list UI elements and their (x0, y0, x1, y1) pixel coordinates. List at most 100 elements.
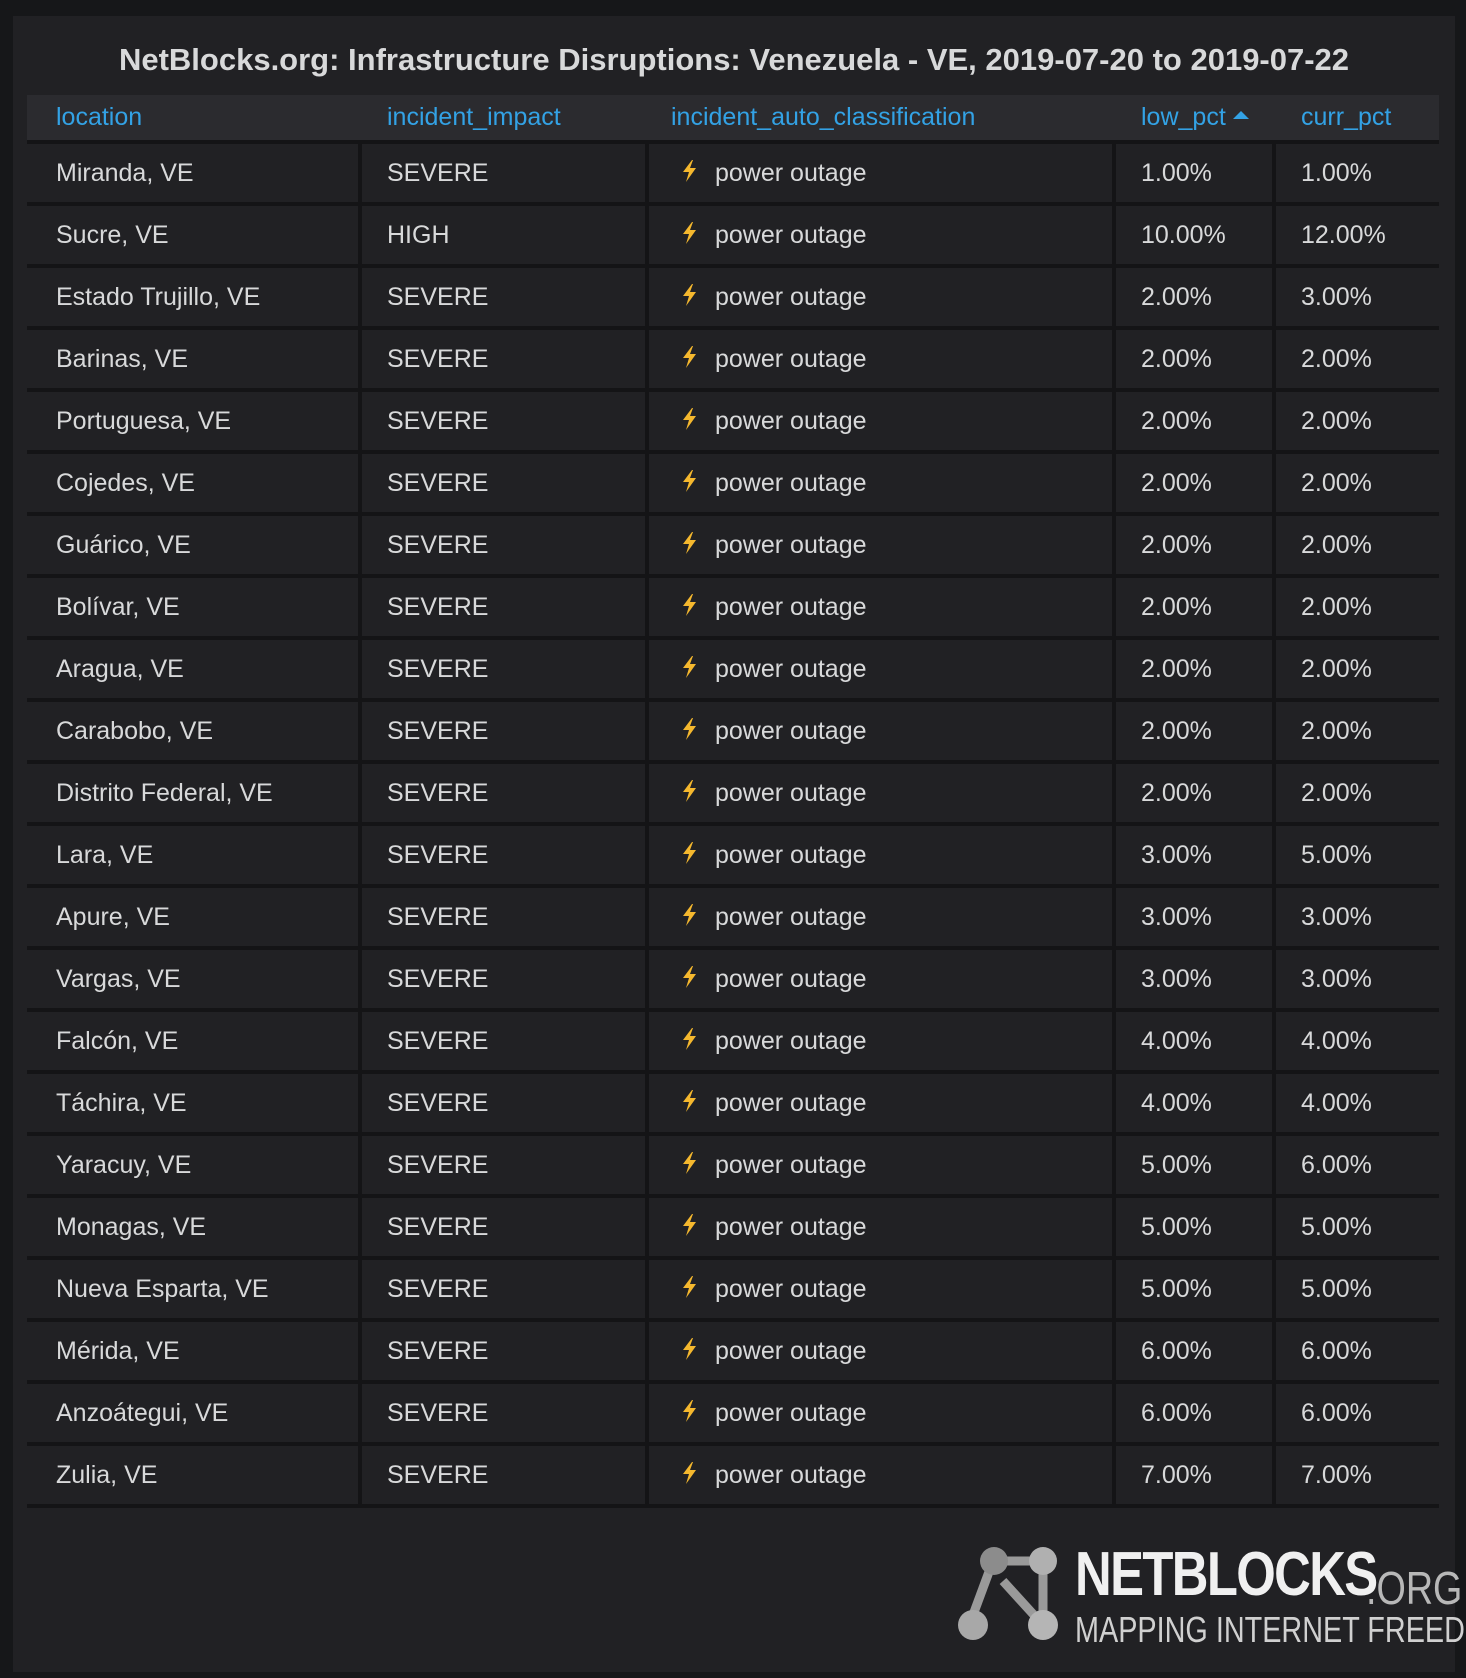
curr-pct-cell: 6.00% (1272, 1384, 1439, 1446)
table-row[interactable]: Guárico, VE SEVERE power outage 2.00% 2.00% (27, 516, 1439, 578)
table-row[interactable]: Falcón, VE SEVERE power outage 4.00% 4.00% (27, 1012, 1439, 1074)
classification-cell: power outage (645, 1136, 1112, 1198)
column-header-location[interactable]: location (27, 95, 358, 144)
low-pct-cell-text: 6.00% (1141, 1336, 1212, 1365)
table-row[interactable]: Bolívar, VE SEVERE power outage 2.00% 2.00% (27, 578, 1439, 640)
table-row[interactable]: Lara, VE SEVERE power outage 3.00% 5.00% (27, 826, 1439, 888)
classification-cell-text: power outage (715, 778, 867, 807)
table-row[interactable]: Cojedes, VE SEVERE power outage 2.00% 2.00% (27, 454, 1439, 516)
table-row[interactable]: Zulia, VE SEVERE power outage 7.00% 7.00% (27, 1446, 1439, 1508)
curr-pct-cell-text: 2.00% (1301, 778, 1372, 807)
classification-cell-text: power outage (715, 654, 867, 683)
location-cell: Apure, VE (27, 888, 358, 950)
classification-cell-text: power outage (715, 220, 867, 249)
low-pct-cell-text: 2.00% (1141, 716, 1212, 745)
impact-cell-text: SEVERE (387, 406, 489, 435)
low-pct-cell-text: 3.00% (1141, 902, 1212, 931)
table-row[interactable]: Aragua, VE SEVERE power outage 2.00% 2.00% (27, 640, 1439, 702)
column-header-label: incident_impact (387, 103, 561, 131)
low-pct-cell: 6.00% (1112, 1384, 1272, 1446)
lightning-bolt-icon (683, 1275, 696, 1298)
impact-cell: SEVERE (358, 392, 645, 454)
location-cell-text: Yaracuy, VE (56, 1150, 192, 1179)
table-row[interactable]: Carabobo, VE SEVERE power outage 2.00% 2.00% (27, 702, 1439, 764)
curr-pct-cell: 2.00% (1272, 764, 1439, 826)
impact-cell-text: SEVERE (387, 468, 489, 497)
classification-cell-text: power outage (715, 964, 867, 993)
table-row[interactable]: Táchira, VE SEVERE power outage 4.00% 4.00% (27, 1074, 1439, 1136)
classification-cell: power outage (645, 1074, 1112, 1136)
curr-pct-cell: 5.00% (1272, 1260, 1439, 1322)
classification-cell: power outage (645, 578, 1112, 640)
low-pct-cell-text: 5.00% (1141, 1150, 1212, 1179)
impact-cell-text: SEVERE (387, 1274, 489, 1303)
location-cell: Bolívar, VE (27, 578, 358, 640)
classification-cell-text: power outage (715, 1336, 867, 1365)
impact-cell: SEVERE (358, 764, 645, 826)
brand-tagline: MAPPING INTERNET FREEDOM (1075, 1609, 1466, 1650)
curr-pct-cell-text: 2.00% (1301, 716, 1372, 745)
classification-cell-text: power outage (715, 530, 867, 559)
low-pct-cell: 2.00% (1112, 516, 1272, 578)
classification-cell: power outage (645, 1322, 1112, 1384)
location-cell-text: Falcón, VE (56, 1026, 179, 1055)
location-cell: Sucre, VE (27, 206, 358, 268)
column-header-curr-pct[interactable]: curr_pct (1272, 95, 1439, 144)
table-row[interactable]: Anzoátegui, VE SEVERE power outage 6.00% 6.0… (27, 1384, 1439, 1446)
curr-pct-cell-text: 3.00% (1301, 902, 1372, 931)
location-cell: Mérida, VE (27, 1322, 358, 1384)
table-row[interactable]: Nueva Esparta, VE SEVERE power outage 5.00%… (27, 1260, 1439, 1322)
table-row[interactable]: Miranda, VE SEVERE power outage 1.00% 1.00% (27, 144, 1439, 206)
column-header-incident-auto-classification[interactable]: incident_auto_classification (645, 95, 1112, 144)
table-row[interactable]: Yaracuy, VE SEVERE power outage 5.00% 6.00% (27, 1136, 1439, 1198)
table-row[interactable]: Estado Trujillo, VE SEVERE power outage 2.0… (27, 268, 1439, 330)
column-header-low-pct[interactable]: low_pct (1112, 95, 1272, 144)
lightning-bolt-icon (683, 407, 696, 430)
impact-cell-text: SEVERE (387, 1088, 489, 1117)
impact-cell: SEVERE (358, 1446, 645, 1508)
curr-pct-cell-text: 2.00% (1301, 654, 1372, 683)
low-pct-cell-text: 2.00% (1141, 344, 1212, 373)
curr-pct-cell: 1.00% (1272, 144, 1439, 206)
impact-cell: SEVERE (358, 826, 645, 888)
location-cell-text: Portuguesa, VE (56, 406, 232, 435)
impact-cell-text: SEVERE (387, 158, 489, 187)
location-cell-text: Barinas, VE (56, 344, 189, 373)
classification-cell: power outage (645, 1260, 1112, 1322)
low-pct-cell-text: 2.00% (1141, 592, 1212, 621)
table-row[interactable]: Vargas, VE SEVERE power outage 3.00% 3.00% (27, 950, 1439, 1012)
panel-title[interactable]: NetBlocks.org: Infrastructure Disruption… (118, 42, 1350, 77)
table-row[interactable]: Apure, VE SEVERE power outage 3.00% 3.00% (27, 888, 1439, 950)
low-pct-cell-text: 3.00% (1141, 840, 1212, 869)
column-header-incident-impact[interactable]: incident_impact (358, 95, 645, 144)
location-cell-text: Sucre, VE (56, 220, 169, 249)
location-cell: Distrito Federal, VE (27, 764, 358, 826)
disruptions-table: location incident_impact incident_auto_c… (27, 95, 1439, 1508)
low-pct-cell-text: 10.00% (1141, 220, 1226, 249)
table-row[interactable]: Barinas, VE SEVERE power outage 2.00% 2.00% (27, 330, 1439, 392)
classification-cell-text: power outage (715, 282, 867, 311)
table-row[interactable]: Mérida, VE SEVERE power outage 6.00% 6.00% (27, 1322, 1439, 1384)
impact-cell: SEVERE (358, 640, 645, 702)
curr-pct-cell-text: 2.00% (1301, 406, 1372, 435)
impact-cell-text: SEVERE (387, 840, 489, 869)
lightning-bolt-icon (683, 717, 696, 740)
curr-pct-cell: 3.00% (1272, 268, 1439, 330)
low-pct-cell-text: 4.00% (1141, 1026, 1212, 1055)
impact-cell-text: SEVERE (387, 592, 489, 621)
impact-cell: SEVERE (358, 1384, 645, 1446)
lightning-bolt-icon (683, 1337, 696, 1360)
curr-pct-cell: 2.00% (1272, 516, 1439, 578)
classification-cell-text: power outage (715, 406, 867, 435)
low-pct-cell-text: 4.00% (1141, 1088, 1212, 1117)
table-row[interactable]: Monagas, VE SEVERE power outage 5.00% 5.00% (27, 1198, 1439, 1260)
table-row[interactable]: Portuguesa, VE SEVERE power outage 2.00% 2.0… (27, 392, 1439, 454)
impact-cell: HIGH (358, 206, 645, 268)
impact-cell-text: SEVERE (387, 1212, 489, 1241)
table-row[interactable]: Distrito Federal, VE SEVERE power outage 2.… (27, 764, 1439, 826)
table-row[interactable]: Sucre, VE HIGH power outage 10.00% 12.00% (27, 206, 1439, 268)
location-cell: Barinas, VE (27, 330, 358, 392)
impact-cell-text: SEVERE (387, 530, 489, 559)
impact-cell: SEVERE (358, 516, 645, 578)
netblocks-brand: NETBLOCKS .ORG MAPPING INTERNET FREEDOM (955, 1540, 1466, 1661)
